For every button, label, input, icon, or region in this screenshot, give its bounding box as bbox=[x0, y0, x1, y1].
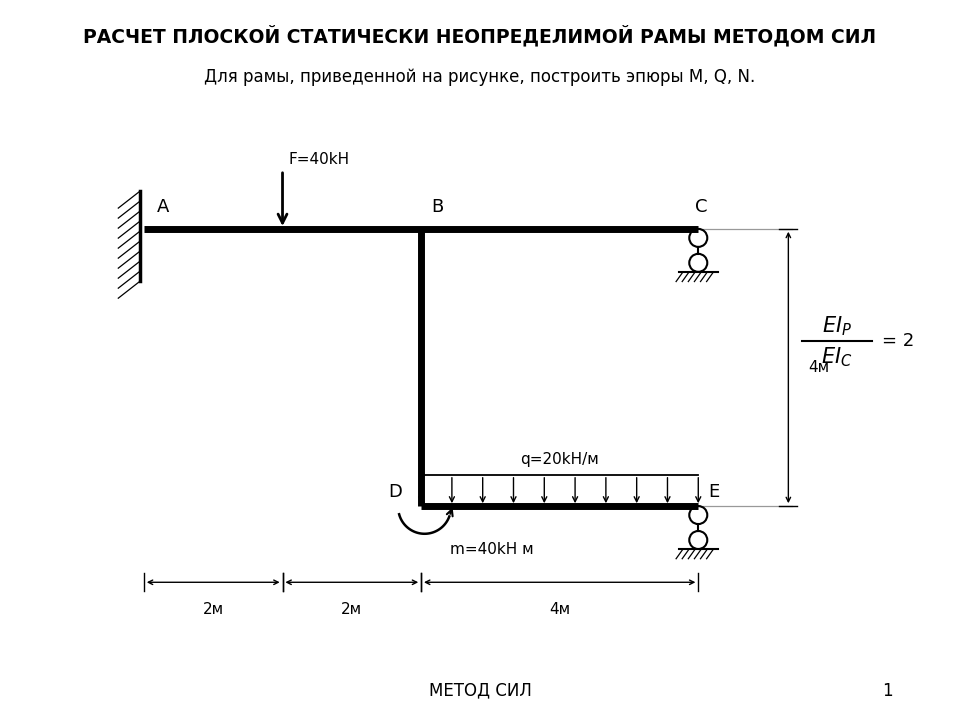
Text: РАСЧЕТ ПЛОСКОЙ СТАТИЧЕСКИ НЕОПРЕДЕЛИМОЙ РАМЫ МЕТОДОМ СИЛ: РАСЧЕТ ПЛОСКОЙ СТАТИЧЕСКИ НЕОПРЕДЕЛИМОЙ … bbox=[84, 25, 876, 47]
Text: 2м: 2м bbox=[203, 602, 224, 617]
Text: C: C bbox=[695, 199, 708, 217]
Text: $EI_C$: $EI_C$ bbox=[821, 346, 852, 369]
Text: E: E bbox=[708, 482, 720, 500]
Text: 2м: 2м bbox=[341, 602, 362, 617]
Text: q=20kH/м: q=20kH/м bbox=[520, 451, 599, 467]
Text: 4м: 4м bbox=[807, 360, 828, 375]
Text: Для рамы, приведенной на рисунке, построить эпюры M, Q, N.: Для рамы, приведенной на рисунке, постро… bbox=[204, 68, 756, 86]
Text: МЕТОД СИЛ: МЕТОД СИЛ bbox=[428, 682, 532, 700]
Text: F=40kH: F=40kH bbox=[288, 151, 349, 166]
Text: = 2: = 2 bbox=[882, 332, 914, 350]
Text: $EI_P$: $EI_P$ bbox=[822, 315, 852, 338]
Text: m=40kH м: m=40kH м bbox=[450, 542, 534, 557]
Text: 1: 1 bbox=[882, 682, 893, 700]
Text: D: D bbox=[388, 482, 401, 500]
Text: B: B bbox=[431, 199, 444, 217]
Text: A: A bbox=[156, 199, 169, 217]
Text: 4м: 4м bbox=[549, 602, 570, 617]
